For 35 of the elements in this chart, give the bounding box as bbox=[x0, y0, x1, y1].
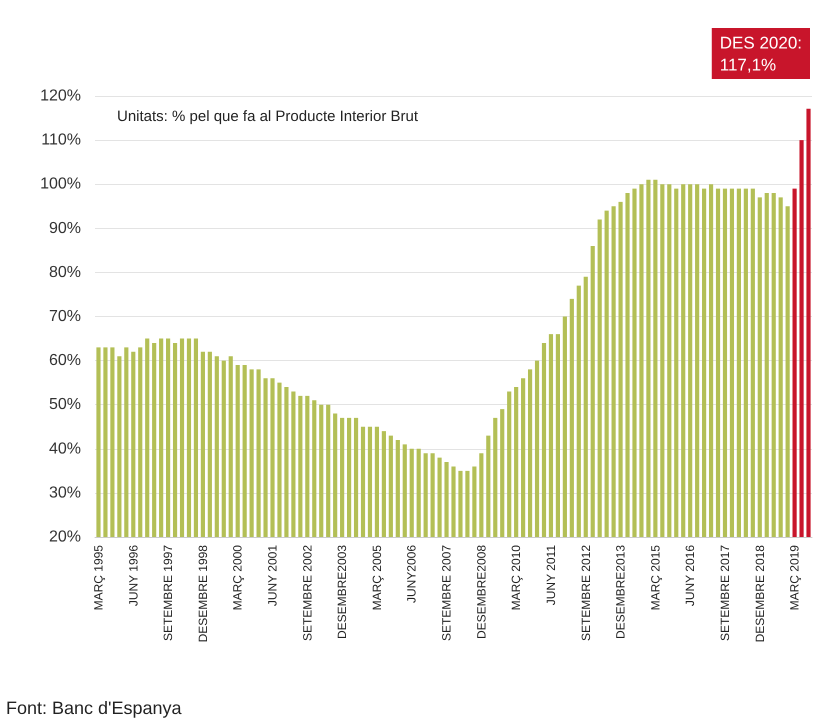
y-tick-label: 120% bbox=[40, 88, 81, 104]
x-tick-label: MARÇ 1995 bbox=[91, 544, 106, 610]
y-tick-label: 110% bbox=[41, 132, 81, 149]
x-tick-label: JUNY 2001 bbox=[266, 544, 280, 606]
x-tick-label: DESEMBRE 1998 bbox=[196, 544, 210, 642]
x-tick-label: DESEMBRE2008 bbox=[474, 544, 488, 640]
x-tick-label: DESEMBRE 2018 bbox=[752, 544, 767, 642]
y-tick-label: 30% bbox=[48, 484, 81, 502]
y-tick-label: 40% bbox=[48, 440, 81, 458]
x-tick-label: JUNY 2011 bbox=[544, 544, 558, 606]
x-tick-label: SETEMBRE 1997 bbox=[161, 544, 176, 642]
x-tick-label: JUNY 1996 bbox=[126, 544, 140, 606]
y-tick-label: 20% bbox=[48, 528, 81, 546]
y-tick-label: 80% bbox=[48, 264, 81, 281]
x-tick-label: MARÇ 2000 bbox=[230, 544, 245, 610]
x-tick-label: MARÇ 2019 bbox=[788, 544, 802, 610]
x-tick-label: SETEMBRE 2017 bbox=[718, 544, 732, 642]
y-tick-label: 50% bbox=[48, 396, 81, 414]
y-tick-label: 100% bbox=[40, 176, 81, 193]
x-tick-label: JUNY 2016 bbox=[683, 544, 698, 606]
x-tick-label: DESEMBRE2003 bbox=[335, 544, 350, 640]
text: DES 2020: 117,1% bbox=[720, 34, 802, 74]
x-tick-label: MARÇ 2010 bbox=[509, 544, 524, 610]
x-tick-label: SETEMBRE 2002 bbox=[300, 544, 314, 642]
x-tick-label: DESEMBRE2013 bbox=[614, 544, 628, 640]
text: Font: Banc d'Espanya bbox=[6, 698, 183, 718]
y-tick-label: 60% bbox=[48, 352, 81, 370]
x-tick-label: SETEMBRE 2012 bbox=[578, 544, 593, 642]
x-tick-label: SETEMBRE 2007 bbox=[440, 544, 454, 642]
y-tick-label: 70% bbox=[48, 308, 81, 325]
x-tick-label: MARÇ 2015 bbox=[648, 544, 662, 610]
y-tick-label: 90% bbox=[48, 220, 81, 237]
text: Unitats: % pel que fa al Producte Interior Brut bbox=[117, 108, 419, 125]
x-tick-label: JUNY2006 bbox=[404, 544, 419, 604]
x-tick-label: MARÇ 2005 bbox=[370, 544, 384, 610]
